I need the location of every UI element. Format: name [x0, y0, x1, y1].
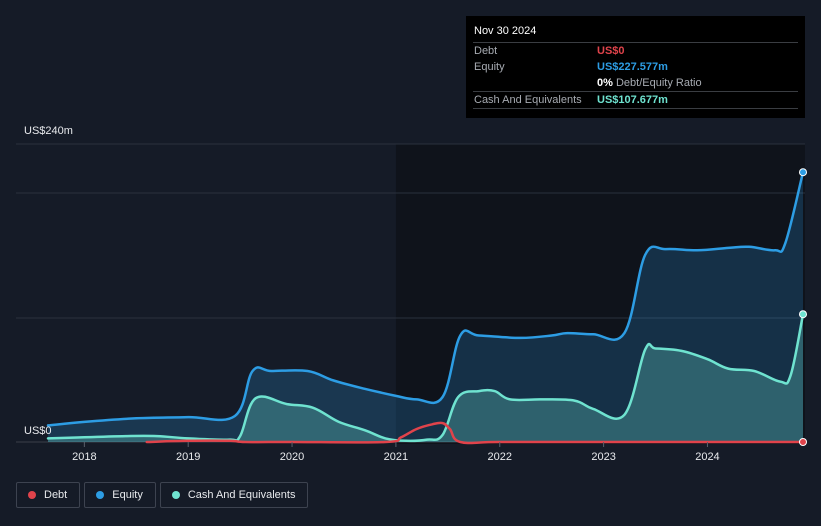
x-tick-label: 2019 [176, 451, 200, 463]
tooltip-ratio-number: 0% [597, 77, 613, 89]
legend: Debt Equity Cash And Equivalents [16, 482, 312, 508]
legend-item-equity[interactable]: Equity [84, 482, 156, 508]
tooltip-label-ratio [474, 75, 597, 91]
series-end-markers [799, 168, 807, 446]
tooltip-value-cash: US$107.677m [597, 94, 668, 106]
legend-item-debt[interactable]: Debt [16, 482, 81, 508]
tooltip-value-debt: US$0 [597, 45, 625, 57]
tooltip-value-ratio: 0% Debt/Equity Ratio [597, 75, 702, 91]
legend-label-debt: Debt [44, 489, 68, 501]
series-areas [48, 172, 803, 442]
equity-line [46, 170, 805, 427]
cash-and-equivalents-end-point [799, 310, 807, 319]
tooltip-value-equity: US$227.577m [597, 61, 668, 73]
x-tick-label: 2022 [488, 451, 512, 463]
y-axis-bottom-label: US$0 [24, 425, 52, 437]
x-tick-label: 2021 [384, 451, 408, 463]
tooltip-row-cash: Cash And Equivalents US$107.677m [473, 91, 798, 109]
tooltip-label-debt: Debt [474, 45, 498, 57]
tooltip-ratio-caption: Debt/Equity Ratio [615, 77, 702, 89]
x-tick-label: 2024 [695, 451, 719, 463]
x-tick-label: 2018 [72, 451, 96, 463]
plot-highlight-background [395, 144, 805, 444]
tooltip-row-equity: Equity US$227.577m [473, 59, 798, 75]
legend-item-cash[interactable]: Cash And Equivalents [159, 482, 309, 508]
tooltip-panel: Nov 30 2024 Debt US$0 Equity US$227.577m… [466, 16, 805, 118]
equity-area [48, 172, 803, 442]
tooltip-label-cash: Cash And Equivalents [474, 94, 582, 106]
cash-and-equivalents-area [48, 314, 803, 442]
tooltip-label-equity: Equity [474, 61, 505, 73]
debt-end-point [799, 438, 807, 446]
tooltip-row-ratio: 0% Debt/Equity Ratio [473, 75, 798, 91]
legend-label-equity: Equity [112, 489, 143, 501]
y-axis-top-label: US$240m [24, 125, 73, 137]
tooltip-row-debt: Debt US$0 [473, 42, 798, 59]
equity-end-point [799, 168, 807, 177]
legend-label-cash: Cash And Equivalents [187, 489, 296, 501]
legend-dot-cash [171, 491, 180, 499]
x-tick-label: 2020 [280, 451, 304, 463]
x-tick-label: 2023 [591, 451, 615, 463]
legend-dot-equity [96, 491, 105, 499]
legend-dot-debt [28, 491, 36, 499]
tooltip-date: Nov 30 2024 [474, 25, 537, 37]
series-lines [46, 170, 805, 445]
debt-line [145, 421, 805, 445]
x-axis-ticks: 2018 2019 2020 2021 2022 2023 2024 [72, 442, 720, 463]
